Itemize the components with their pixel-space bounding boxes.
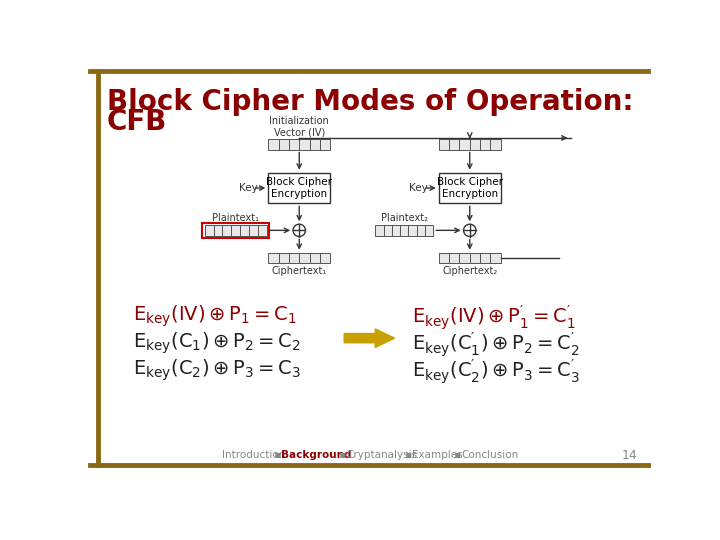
Text: Ciphertext₂: Ciphertext₂ bbox=[442, 266, 498, 276]
Bar bbox=[490, 139, 500, 150]
Bar bbox=[438, 173, 500, 204]
Bar bbox=[269, 139, 279, 150]
Text: Background: Background bbox=[282, 450, 352, 460]
Bar bbox=[459, 253, 469, 264]
Bar bbox=[320, 253, 330, 264]
Text: Key: Key bbox=[239, 183, 258, 193]
Text: Cryptanalysis: Cryptanalysis bbox=[346, 450, 418, 460]
Bar bbox=[202, 222, 269, 238]
Bar bbox=[269, 173, 330, 204]
Bar bbox=[459, 139, 469, 150]
Text: Block Cipher Modes of Operation:: Block Cipher Modes of Operation: bbox=[107, 88, 634, 116]
Text: Plaintext₁: Plaintext₁ bbox=[212, 213, 259, 224]
Text: ▪: ▪ bbox=[271, 450, 284, 460]
Text: $\mathregular{E_{key}}$$\mathregular{(C_1')\oplus P_2=C_2'}$: $\mathregular{E_{key}}$$\mathregular{(C_… bbox=[412, 330, 580, 359]
Text: Block Cipher
Encryption: Block Cipher Encryption bbox=[266, 177, 332, 199]
Bar bbox=[222, 225, 231, 236]
Bar bbox=[320, 139, 330, 150]
Bar bbox=[480, 253, 490, 264]
Bar bbox=[240, 225, 249, 236]
Text: $\mathregular{E_{key}}$$\mathregular{(C_1)\oplus P_2=C_2}$: $\mathregular{E_{key}}$$\mathregular{(C_… bbox=[132, 330, 300, 356]
Bar bbox=[438, 139, 449, 150]
Text: CFB: CFB bbox=[107, 108, 168, 136]
Bar bbox=[289, 139, 300, 150]
Text: Conclusion: Conclusion bbox=[462, 450, 519, 460]
Bar bbox=[310, 253, 320, 264]
Text: Key: Key bbox=[409, 183, 428, 193]
Bar bbox=[231, 225, 240, 236]
Bar bbox=[469, 139, 480, 150]
Text: ▪: ▪ bbox=[336, 450, 349, 460]
Bar bbox=[392, 225, 400, 236]
Bar bbox=[310, 139, 320, 150]
Text: ▪: ▪ bbox=[451, 450, 464, 460]
Bar bbox=[449, 139, 459, 150]
Text: $\mathregular{E_{key}}$$\mathregular{(IV)\oplus P_1'=C_1'}$: $\mathregular{E_{key}}$$\mathregular{(IV… bbox=[412, 303, 575, 332]
Text: Initialization
Vector (IV): Initialization Vector (IV) bbox=[269, 116, 329, 137]
Bar bbox=[289, 253, 300, 264]
Bar bbox=[375, 225, 384, 236]
Bar bbox=[417, 225, 425, 236]
Bar bbox=[425, 225, 433, 236]
Text: ▪: ▪ bbox=[402, 450, 415, 460]
Text: Ciphertext₁: Ciphertext₁ bbox=[271, 266, 327, 276]
Bar bbox=[469, 253, 480, 264]
FancyArrow shape bbox=[344, 329, 395, 347]
Bar bbox=[249, 225, 258, 236]
Bar bbox=[279, 139, 289, 150]
Text: 14: 14 bbox=[621, 449, 637, 462]
Bar bbox=[400, 225, 408, 236]
Bar bbox=[279, 253, 289, 264]
Bar bbox=[258, 225, 266, 236]
Text: Block Cipher
Encryption: Block Cipher Encryption bbox=[437, 177, 503, 199]
Bar bbox=[269, 253, 279, 264]
Bar bbox=[300, 139, 310, 150]
Circle shape bbox=[464, 224, 476, 237]
Bar bbox=[214, 225, 222, 236]
Text: $\mathregular{E_{key}}$$\mathregular{(C_2)\oplus P_3=C_3}$: $\mathregular{E_{key}}$$\mathregular{(C_… bbox=[132, 357, 301, 383]
Bar bbox=[300, 253, 310, 264]
Circle shape bbox=[293, 224, 305, 237]
Bar bbox=[490, 253, 500, 264]
Text: Plaintext₂: Plaintext₂ bbox=[381, 213, 428, 224]
Text: Introduction: Introduction bbox=[222, 450, 285, 460]
Bar bbox=[408, 225, 417, 236]
Bar bbox=[438, 253, 449, 264]
Text: Examples: Examples bbox=[412, 450, 463, 460]
Bar bbox=[449, 253, 459, 264]
Bar bbox=[204, 225, 214, 236]
Bar bbox=[384, 225, 392, 236]
Bar bbox=[480, 139, 490, 150]
Text: $\mathregular{E_{key}}$$\mathregular{(IV)\oplus P_1=C_1}$: $\mathregular{E_{key}}$$\mathregular{(IV… bbox=[132, 303, 297, 329]
Text: $\mathregular{E_{key}}$$\mathregular{(C_2')\oplus P_3=C_3'}$: $\mathregular{E_{key}}$$\mathregular{(C_… bbox=[412, 357, 580, 386]
